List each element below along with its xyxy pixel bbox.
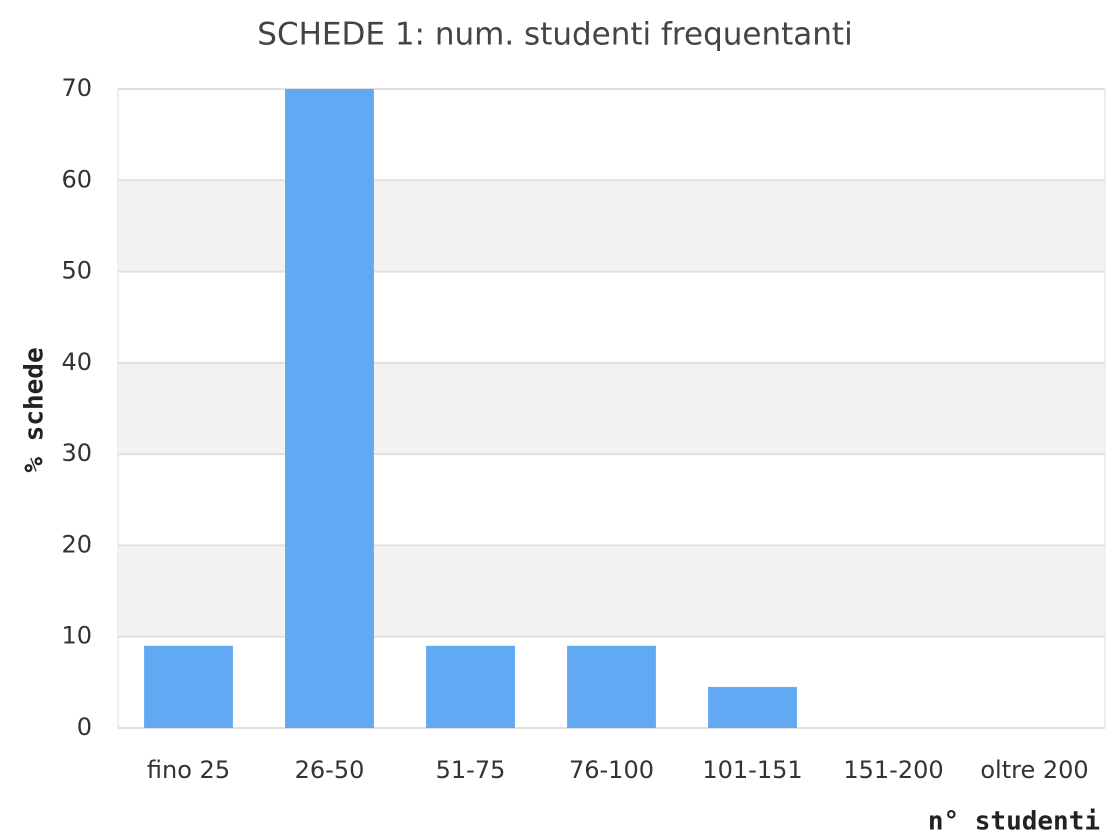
- x-tick-label: 101-151: [702, 756, 802, 784]
- grid-band: [118, 362, 1105, 455]
- y-tick-label: 50: [61, 257, 92, 285]
- bar: [708, 686, 797, 728]
- y-tick-label: 30: [61, 439, 92, 467]
- x-tick-label: 151-200: [843, 756, 943, 784]
- grid-band: [118, 545, 1105, 637]
- y-tick-label: 60: [61, 165, 92, 193]
- grid-band: [118, 180, 1105, 272]
- y-tick-label: 10: [61, 622, 92, 650]
- chart-title: SCHEDE 1: num. studenti frequentanti: [257, 17, 852, 53]
- x-axis-label: n° studenti: [928, 807, 1100, 834]
- y-axis-label: % schede: [20, 347, 50, 472]
- x-tick-label: 76-100: [569, 756, 654, 784]
- y-tick-label: 70: [61, 74, 92, 102]
- y-tick-label: 0: [77, 713, 92, 741]
- x-tick-label: 51-75: [436, 756, 506, 784]
- x-tick-label: 26-50: [295, 756, 365, 784]
- bar: [285, 89, 374, 728]
- bar: [426, 645, 515, 728]
- y-tick-label: 20: [61, 530, 92, 558]
- x-tick-label: fino 25: [147, 756, 230, 784]
- bar: [567, 645, 656, 728]
- bar: [144, 645, 233, 728]
- y-tick-label: 40: [61, 348, 92, 376]
- x-tick-label: oltre 200: [980, 756, 1088, 784]
